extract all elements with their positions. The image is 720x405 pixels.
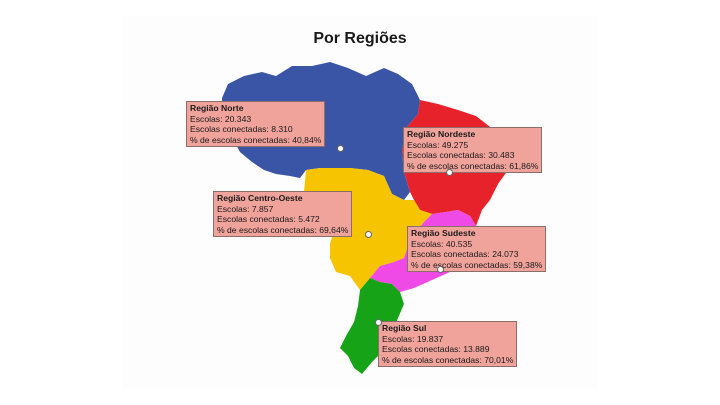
region-name: Região Centro-Oeste	[217, 193, 303, 203]
schools-count: Escolas: 20.343	[190, 113, 252, 124]
region-name: Região Sul	[382, 323, 427, 333]
callout-regiao-nordeste: Região Nordeste Escolas: 49.275 Escolas …	[403, 127, 543, 174]
connected-percent: % de escolas conectadas: 40,84%	[190, 134, 322, 145]
region-name: Região Norte	[190, 103, 244, 113]
callout-regiao-centro-oeste: Região Centro-Oeste Escolas: 7.857 Escol…	[213, 191, 353, 238]
schools-count: Escolas: 7.857	[217, 203, 274, 214]
callout-regiao-sudeste: Região Sudeste Escolas: 40.535 Escolas c…	[407, 226, 547, 273]
connected-count: Escolas conectadas: 5.472	[217, 214, 320, 225]
marker-nordeste	[446, 169, 453, 176]
connected-count: Escolas conectadas: 24.073	[411, 249, 519, 260]
connected-count: Escolas conectadas: 13.889	[382, 344, 490, 355]
connected-percent: % de escolas conectadas: 69,64%	[217, 224, 349, 235]
marker-sudeste	[437, 266, 444, 273]
connected-percent: % de escolas conectadas: 59,38%	[411, 259, 543, 270]
callout-regiao-sul: Região Sul Escolas: 19.837 Escolas conec…	[378, 321, 518, 368]
schools-count: Escolas: 49.275	[407, 139, 469, 150]
map-title: Por Regiões	[313, 30, 407, 47]
region-name: Região Sudeste	[411, 228, 476, 238]
region-name: Região Nordeste	[407, 129, 476, 139]
connected-count: Escolas conectadas: 8.310	[190, 124, 293, 135]
connected-percent: % de escolas conectadas: 70,01%	[382, 354, 514, 365]
connected-count: Escolas conectadas: 30.483	[407, 150, 515, 161]
callout-regiao-norte: Região Norte Escolas: 20.343 Escolas con…	[186, 101, 326, 148]
connected-percent: % de escolas conectadas: 61,86%	[407, 160, 539, 171]
marker-sul	[375, 319, 382, 326]
region-shape-sul	[340, 278, 404, 374]
marker-norte	[337, 145, 344, 152]
schools-count: Escolas: 19.837	[382, 333, 444, 344]
schools-count: Escolas: 40.535	[411, 238, 473, 249]
marker-centro-oeste	[365, 231, 372, 238]
